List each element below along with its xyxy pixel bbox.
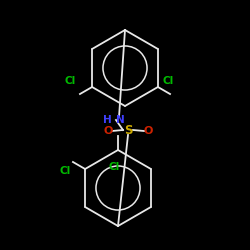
Text: Cl: Cl xyxy=(108,162,120,172)
Text: Cl: Cl xyxy=(65,76,76,86)
Text: Cl: Cl xyxy=(60,166,71,176)
Text: Cl: Cl xyxy=(163,76,174,86)
Text: O: O xyxy=(143,126,153,136)
Text: N: N xyxy=(116,115,125,125)
Text: S: S xyxy=(124,124,132,136)
Text: H: H xyxy=(103,115,112,125)
Text: O: O xyxy=(103,126,113,136)
